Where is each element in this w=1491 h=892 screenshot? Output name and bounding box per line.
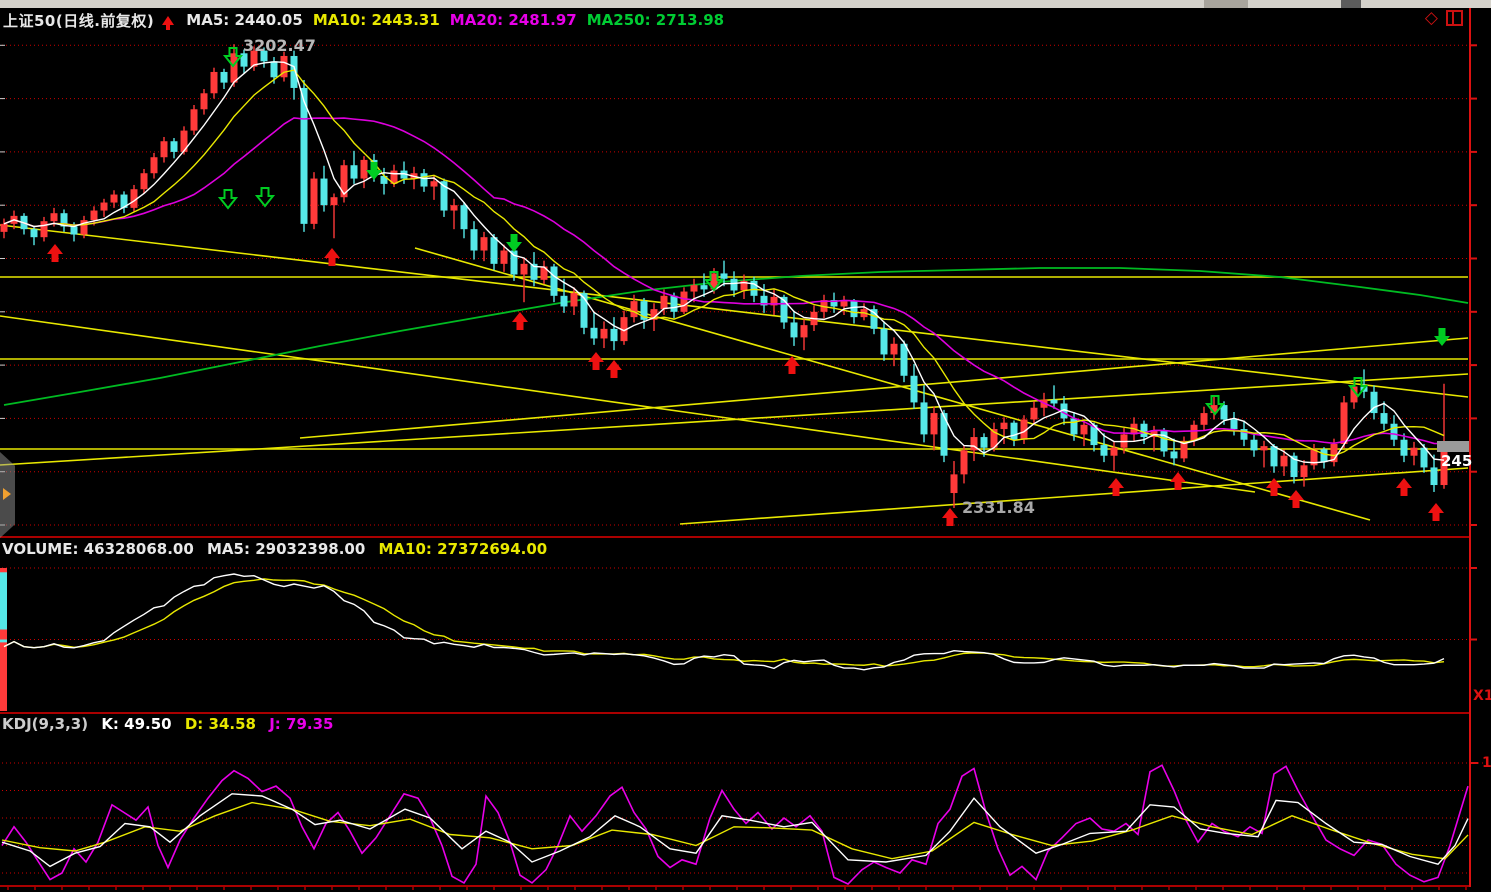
window-top-scroll-strip[interactable] — [0, 0, 1491, 8]
high-price-annotation: 3202.47 — [243, 36, 316, 55]
volume-ma-lines — [3, 573, 1445, 671]
low-price-annotation: 2331.84 — [962, 498, 1035, 517]
expand-arrow-icon — [3, 488, 11, 500]
current-price-tag: 245 — [1441, 452, 1473, 470]
volume-ma10-label: MA10: 27372694.00 — [378, 540, 548, 558]
kdj-d-label: D: 34.58 — [184, 715, 256, 733]
pane-borders — [0, 8, 1478, 890]
price-ma-lines — [3, 61, 1445, 464]
kdj-lines[interactable] — [1, 764, 1469, 885]
volume-bars[interactable] — [0, 568, 7, 711]
strip-segment — [1204, 0, 1248, 8]
ma5-legend: MA5: 2440.05 — [186, 11, 303, 29]
ma250-line — [3, 267, 1469, 406]
header-corner-icons: ◇ — [1424, 8, 1463, 28]
diamond-icon[interactable]: ◇ — [1424, 8, 1438, 28]
kdj-pane-header: KDJ(9,3,3) K: 49.50 D: 34.58 J: 79.35 — [2, 715, 341, 733]
strip-segment — [1341, 0, 1361, 8]
ma10-legend: MA10: 2443.31 — [312, 11, 440, 29]
trendlines — [0, 224, 1469, 525]
volume-value-label: VOLUME: 46328068.00 — [2, 540, 194, 558]
chart-header: 上证50(日线.前复权) MA5: 2440.05 MA10: 2443.31 … — [0, 8, 1491, 32]
kdj-k-label: K: 49.50 — [101, 715, 172, 733]
main-grid — [0, 44, 1477, 526]
price-up-arrow-icon — [162, 15, 175, 30]
signal-arrows — [47, 47, 1450, 526]
kdj-right-axis-label: 1 — [1482, 755, 1491, 771]
kdj-name-label: KDJ(9,3,3) — [2, 715, 89, 733]
split-window-icon[interactable] — [1446, 10, 1463, 26]
ma250-legend: MA250: 2713.98 — [586, 11, 725, 29]
candlestick-series[interactable] — [0, 44, 1448, 508]
ma20-legend: MA20: 2481.97 — [449, 11, 577, 29]
kdj-j-label: J: 79.35 — [269, 715, 334, 733]
symbol-title: 上证50(日线.前复权) — [3, 11, 155, 30]
volume-grid — [2, 567, 1477, 641]
volume-ma5-label: MA5: 29032398.00 — [207, 540, 366, 558]
volume-pane-header: VOLUME: 46328068.00 MA5: 29032398.00 MA1… — [2, 540, 555, 558]
price-tag-box — [1437, 441, 1469, 452]
left-panel-tab[interactable] — [0, 452, 15, 538]
x-factor-label: X1 — [1473, 688, 1491, 704]
